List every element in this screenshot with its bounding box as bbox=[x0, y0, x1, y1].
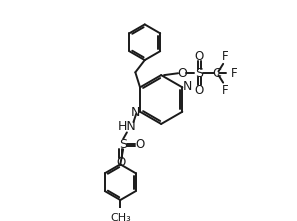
Text: N: N bbox=[182, 80, 192, 93]
Text: F: F bbox=[231, 67, 238, 80]
Text: O: O bbox=[194, 84, 203, 97]
Text: HN: HN bbox=[118, 120, 136, 133]
Text: F: F bbox=[222, 50, 228, 63]
Text: S: S bbox=[195, 67, 203, 80]
Text: C: C bbox=[212, 67, 221, 80]
Text: O: O bbox=[135, 138, 145, 151]
Text: F: F bbox=[222, 84, 228, 97]
Text: CH₃: CH₃ bbox=[110, 213, 131, 221]
Text: O: O bbox=[194, 50, 203, 63]
Text: O: O bbox=[177, 67, 187, 80]
Text: N: N bbox=[131, 106, 140, 119]
Text: O: O bbox=[117, 156, 126, 169]
Text: S: S bbox=[119, 138, 127, 151]
